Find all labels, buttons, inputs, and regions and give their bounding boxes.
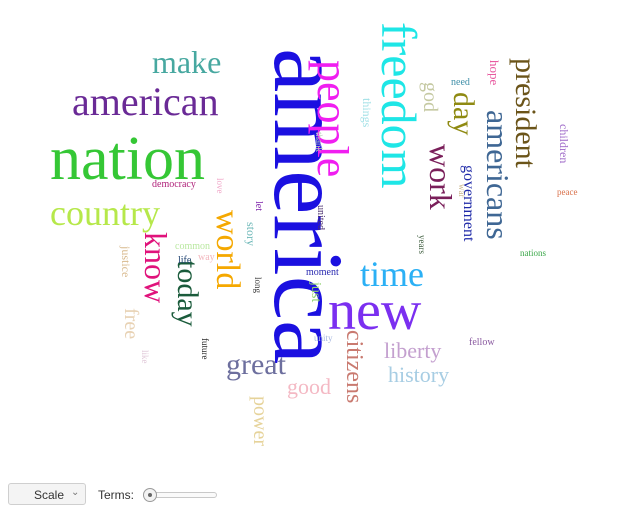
cloud-word: united bbox=[315, 205, 326, 230]
cloud-word: free bbox=[120, 308, 142, 340]
cloud-word: time bbox=[360, 254, 424, 294]
cloud-word: history bbox=[388, 362, 450, 387]
cloud-word: hope bbox=[487, 60, 502, 86]
cloud-word: common bbox=[175, 241, 210, 252]
cloud-word: nations bbox=[520, 248, 546, 258]
cloud-word: good bbox=[287, 374, 331, 399]
cloud-toolbar: Scale ⌄ Terms: bbox=[0, 478, 638, 512]
cloud-word: democracy bbox=[152, 179, 196, 190]
cloud-word: peace bbox=[557, 187, 578, 197]
cloud-word: war bbox=[457, 184, 467, 198]
cloud-word: world bbox=[209, 210, 246, 290]
cloud-word: know bbox=[138, 232, 174, 304]
scale-dropdown[interactable]: Scale ⌄ bbox=[8, 483, 86, 505]
cloud-word: power bbox=[249, 396, 271, 446]
cloud-word: president bbox=[509, 58, 542, 168]
cloud-word: just bbox=[308, 282, 323, 303]
cloud-word: life bbox=[178, 255, 192, 266]
cloud-word: way bbox=[198, 252, 215, 263]
cloud-word: day bbox=[447, 92, 480, 136]
cloud-word: future bbox=[200, 338, 210, 360]
cloud-word: american bbox=[72, 79, 219, 124]
cloud-word: freedom bbox=[371, 22, 427, 189]
cloud-word: love bbox=[215, 178, 225, 194]
cloud-word: things bbox=[360, 98, 374, 128]
terms-label: Terms: bbox=[98, 488, 134, 502]
cloud-word: today bbox=[171, 260, 204, 327]
scale-label: Scale bbox=[34, 488, 65, 502]
cloud-word: long bbox=[253, 277, 263, 294]
terms-slider[interactable] bbox=[143, 488, 217, 502]
cloud-word: unity bbox=[314, 333, 333, 343]
chevron-down-icon: ⌄ bbox=[71, 487, 80, 498]
cloud-word: story bbox=[244, 222, 258, 246]
cloud-word: people bbox=[308, 60, 357, 178]
cloud-word: government bbox=[460, 165, 477, 242]
cloud-word: nation bbox=[50, 125, 205, 193]
cloud-word: need bbox=[451, 77, 470, 88]
cloud-word: new bbox=[328, 280, 422, 342]
cloud-word: citizens bbox=[341, 330, 367, 404]
slider-handle[interactable] bbox=[143, 488, 157, 502]
word-cloud: america nation new people freedom americ… bbox=[50, 22, 578, 446]
cloud-word: let bbox=[253, 201, 264, 211]
cloud-word: justice bbox=[119, 246, 133, 278]
cloud-word: years bbox=[417, 235, 427, 254]
cloud-word: make bbox=[152, 44, 222, 80]
cloud-word: work bbox=[423, 144, 459, 210]
cloud-word: children bbox=[557, 124, 571, 164]
cloud-word: thank bbox=[314, 132, 324, 152]
cloud-word: country bbox=[50, 193, 160, 233]
cloud-word: great bbox=[226, 348, 286, 381]
cloud-word: liberty bbox=[384, 338, 442, 363]
cloud-word: fellow bbox=[469, 337, 495, 348]
cloud-word: moment bbox=[306, 267, 339, 278]
cloud-word: god bbox=[419, 82, 441, 112]
cloud-word: like bbox=[140, 350, 150, 364]
